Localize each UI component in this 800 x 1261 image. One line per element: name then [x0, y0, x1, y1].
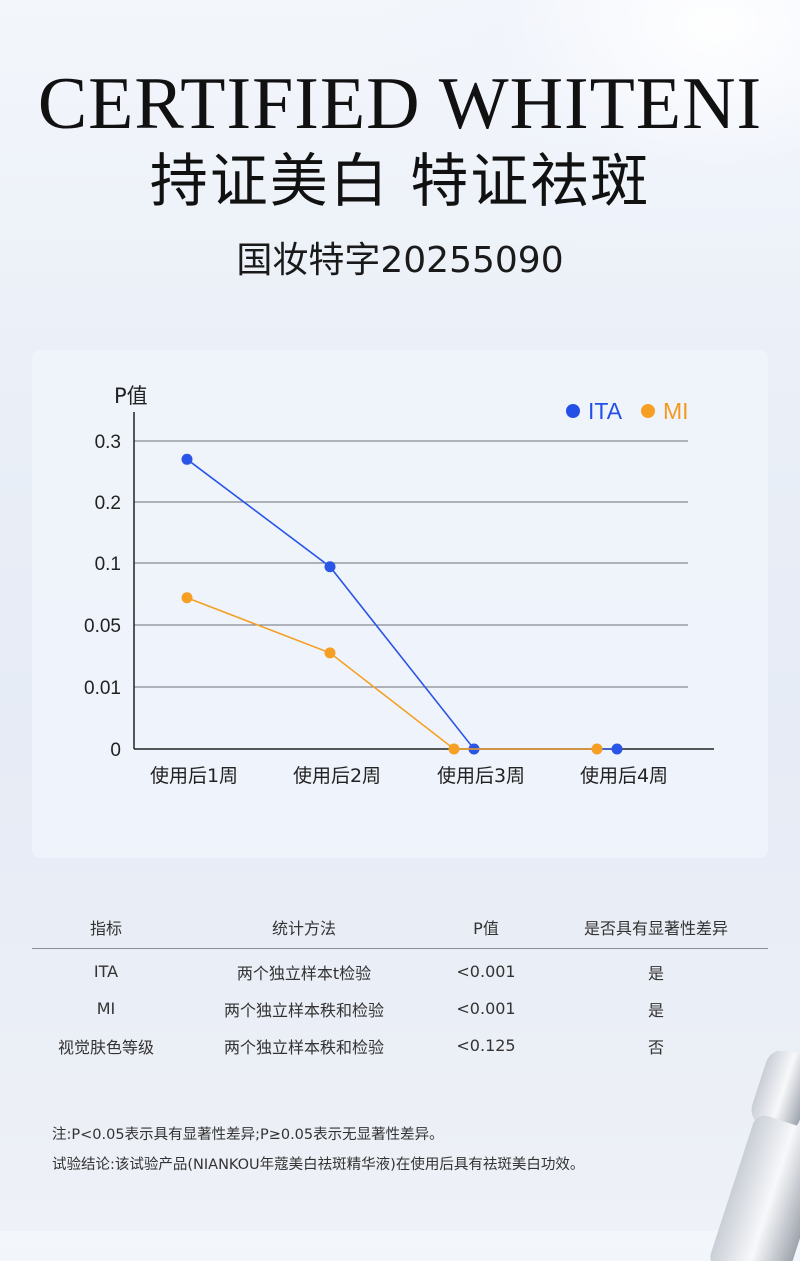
table-cell: 否 — [647, 1037, 664, 1057]
series-line-mi — [186, 596, 597, 750]
data-point-ita — [324, 561, 336, 573]
table-divider — [32, 948, 768, 949]
chart-panel — [32, 350, 768, 858]
y-tick-label: 0.01 — [84, 678, 121, 699]
x-tick-label: 使用后3周 — [437, 765, 525, 787]
table-row: 视觉肤色等级 两个独立样本秩和检验 <0.125 否 — [32, 1027, 768, 1064]
y-axis-label: P值 — [114, 384, 148, 408]
table-cell: MI — [96, 999, 116, 1018]
table-row: ITA 两个独立样本t检验 <0.001 是 — [32, 953, 768, 990]
table-cell: <0.001 — [456, 962, 516, 981]
table-cell: 是 — [647, 1000, 664, 1020]
note-conclusion: 试验结论:该试验产品(NIANKOU年蔻美白祛斑精华液)在使用后具有祛斑美白功效… — [52, 1157, 585, 1173]
legend-ita: ITA — [566, 398, 622, 425]
legend-mi-dot — [641, 403, 655, 418]
results-table: 指标 统计方法 P值 是否具有显著性差异 ITA 两个独立样本t检验 <0.00… — [32, 912, 768, 1064]
table-cell: 两个独立样本秩和检验 — [223, 1000, 384, 1020]
table-header-cell: 统计方法 — [271, 919, 336, 938]
table-row: MI 两个独立样本秩和检验 <0.001 是 — [32, 990, 768, 1027]
title-english: CERTIFIED WHITENI — [37, 64, 763, 144]
table-cell: <0.001 — [456, 999, 516, 1018]
product-dropper-bottle-icon — [710, 1051, 800, 1261]
x-tick-label: 使用后1周 — [150, 765, 238, 787]
data-point-mi — [448, 743, 460, 755]
y-tick-label: 0 — [110, 740, 121, 761]
table-header-cell: 是否具有显著性差异 — [583, 919, 728, 938]
table-cell: <0.125 — [456, 1036, 516, 1055]
background-glow — [380, 0, 800, 260]
y-tick-label: 0.2 — [95, 493, 121, 514]
x-tick-label: 使用后2周 — [293, 765, 381, 787]
title-chinese: 持证美白 特证祛斑 — [149, 147, 651, 215]
table-cell: 两个独立样本t检验 — [236, 963, 372, 983]
data-point-ita — [181, 453, 193, 465]
table-cell: 两个独立样本秩和检验 — [223, 1037, 384, 1057]
data-point-mi — [591, 743, 603, 755]
data-point-mi — [324, 647, 336, 659]
y-tick-label: 0.1 — [95, 554, 121, 575]
table-cell: 视觉肤色等级 — [57, 1037, 154, 1057]
y-tick-label: 0.3 — [95, 432, 121, 453]
table-cell: ITA — [93, 962, 119, 981]
p-value-chart: P值 0 0.01 0.05 0.1 0.2 0.3 使用后1周 使用后2周 使用后3周 使用后4周 — [84, 384, 714, 787]
x-tick-label: 使用后4周 — [580, 765, 668, 787]
data-point-mi — [181, 592, 193, 604]
legend-mi: MI — [641, 398, 689, 425]
footnotes: 注:P<0.05表示具有显著性差异;P≥0.05表示无显著性差异。 试验结论:该… — [52, 1120, 584, 1180]
legend-ita-label: ITA — [588, 398, 623, 424]
table-cell: 是 — [647, 963, 664, 983]
legend-ita-dot — [566, 403, 580, 418]
series-line-ita — [186, 458, 617, 750]
note-significance: 注:P<0.05表示具有显著性差异;P≥0.05表示无显著性差异。 — [52, 1127, 444, 1143]
data-point-ita — [611, 743, 623, 755]
table-header-row: 指标 统计方法 P值 是否具有显著性差异 — [32, 912, 768, 942]
legend-mi-label: MI — [663, 398, 689, 424]
y-tick-label: 0.05 — [84, 616, 121, 637]
registration-number: 国妆特字20255090 — [236, 240, 564, 281]
table-header-cell: P值 — [473, 919, 499, 938]
table-header-cell: 指标 — [89, 919, 122, 938]
